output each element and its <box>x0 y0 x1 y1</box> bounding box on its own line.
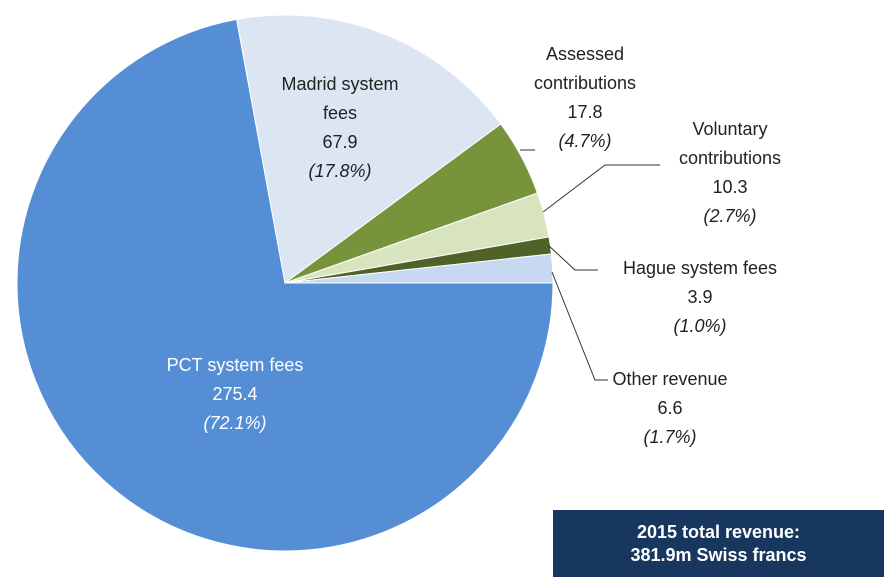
slice-label: Assessed contributions 17.8 (4.7%) <box>520 40 650 156</box>
value-label: 17.8 <box>567 102 603 122</box>
pie-slice <box>236 14 502 284</box>
category-label: Voluntary contributions <box>678 119 782 168</box>
value-label: 275.4 <box>212 384 258 404</box>
leader-line <box>551 271 608 381</box>
percent-label: (72.1%) <box>203 413 267 433</box>
percent-label: (1.7%) <box>643 427 697 447</box>
percent-label: (2.7%) <box>703 206 757 226</box>
value-label: 67.9 <box>322 132 358 152</box>
slice-label: Voluntary contributions 10.3 (2.7%) <box>655 115 805 231</box>
percent-label: (4.7%) <box>558 131 612 151</box>
slice-label: PCT system fees 275.4 (72.1%) <box>125 351 345 438</box>
category-label: Madrid system fees <box>281 74 399 123</box>
percent-label: (17.8%) <box>308 161 372 181</box>
annotation-line: 381.9m Swiss francs <box>630 544 807 565</box>
category-label: PCT system fees <box>166 355 304 375</box>
total-box: 2015 total revenue: 381.9m Swiss francs <box>553 510 884 577</box>
slice-label: Hague system fees 3.9 (1.0%) <box>590 254 810 341</box>
value-label: 3.9 <box>687 287 713 307</box>
leader-line <box>547 244 598 271</box>
slice-label: Madrid system fees 67.9 (17.8%) <box>265 70 415 186</box>
category-label: Other revenue <box>612 369 728 389</box>
value-label: 6.6 <box>657 398 683 418</box>
slice-label: Other revenue 6.6 (1.7%) <box>570 365 770 452</box>
category-label: Assessed contributions <box>533 44 637 93</box>
value-label: 10.3 <box>712 177 748 197</box>
category-label: Hague system fees <box>622 258 778 278</box>
pie-slice <box>16 18 554 552</box>
percent-label: (1.0%) <box>673 316 727 336</box>
leader-line <box>542 164 660 213</box>
annotation-line: 2015 total revenue: <box>636 521 801 542</box>
pie-slice <box>284 253 554 284</box>
